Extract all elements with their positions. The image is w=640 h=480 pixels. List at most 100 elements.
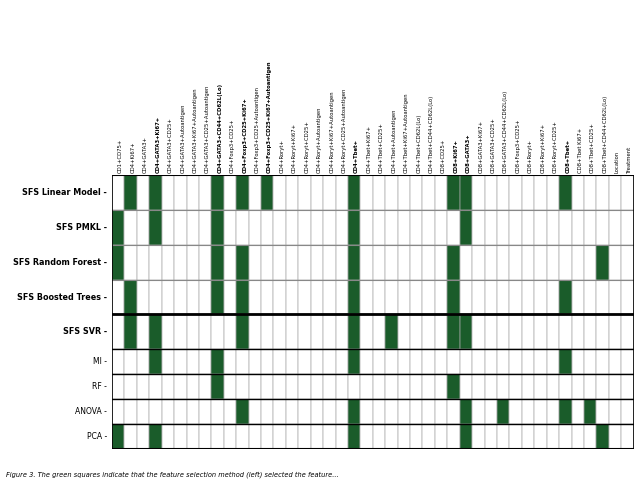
Bar	[286, 399, 298, 424]
Bar	[236, 210, 248, 245]
Bar	[211, 175, 224, 210]
Text: CD4+Roryt+CD25+: CD4+Roryt+CD25+	[305, 120, 310, 173]
Bar	[572, 349, 584, 374]
Bar	[211, 314, 224, 349]
Bar	[149, 245, 162, 280]
Bar	[174, 399, 186, 424]
Bar	[174, 210, 186, 245]
Bar	[211, 374, 224, 399]
Bar	[447, 424, 460, 449]
Bar	[323, 374, 335, 399]
Bar	[335, 210, 348, 245]
Bar	[422, 424, 435, 449]
Text: CD4+Foxp3+CD25+Autoantigen: CD4+Foxp3+CD25+Autoantigen	[255, 86, 260, 173]
Bar	[547, 314, 559, 349]
Bar	[137, 349, 149, 374]
Bar	[584, 314, 596, 349]
Bar	[323, 399, 335, 424]
Bar	[286, 210, 298, 245]
Bar	[460, 374, 472, 399]
Bar	[323, 424, 335, 449]
Bar	[522, 424, 534, 449]
Bar	[410, 314, 422, 349]
Text: CD4+Roryt+CD25+Autoantigen: CD4+Roryt+CD25+Autoantigen	[342, 88, 347, 173]
Bar	[472, 424, 484, 449]
Text: ANOVA -: ANOVA -	[75, 407, 107, 416]
Bar	[460, 424, 472, 449]
Bar	[360, 399, 372, 424]
Bar	[609, 245, 621, 280]
Bar	[248, 374, 261, 399]
Bar	[149, 210, 162, 245]
Bar	[559, 280, 572, 314]
Bar	[174, 245, 186, 280]
Bar	[410, 399, 422, 424]
Bar	[447, 349, 460, 374]
Bar	[224, 210, 236, 245]
Bar	[522, 245, 534, 280]
Bar	[447, 280, 460, 314]
Text: SFS Boosted Trees -: SFS Boosted Trees -	[17, 293, 107, 301]
Bar	[273, 210, 286, 245]
Bar	[137, 314, 149, 349]
Bar	[112, 245, 124, 280]
Bar	[298, 399, 310, 424]
Bar	[460, 175, 472, 210]
Bar	[261, 399, 273, 424]
Bar	[509, 374, 522, 399]
Text: SFS PMKL -: SFS PMKL -	[56, 223, 107, 232]
Bar	[534, 374, 547, 399]
Bar	[199, 374, 211, 399]
Bar	[149, 280, 162, 314]
Bar	[534, 314, 547, 349]
Bar	[224, 314, 236, 349]
Bar	[522, 210, 534, 245]
Text: CD4+GATA3+Ki67+Autoantigen: CD4+GATA3+Ki67+Autoantigen	[193, 87, 198, 173]
Bar	[310, 374, 323, 399]
Bar	[348, 399, 360, 424]
Text: CD4+Tbet+: CD4+Tbet+	[354, 139, 359, 173]
Bar	[211, 280, 224, 314]
Text: CD8+Tbet+: CD8+Tbet+	[565, 139, 570, 173]
Bar	[310, 175, 323, 210]
Text: CD4+Foxp3+CD25+Ki67+Autoantigen: CD4+Foxp3+CD25+Ki67+Autoantigen	[268, 60, 272, 173]
Bar	[149, 374, 162, 399]
Bar	[410, 374, 422, 399]
Bar	[124, 210, 137, 245]
Bar	[199, 424, 211, 449]
Bar	[397, 175, 410, 210]
Bar	[435, 349, 447, 374]
Bar	[484, 349, 497, 374]
Bar	[348, 210, 360, 245]
Text: CD4+Roryt+Autoantigen: CD4+Roryt+Autoantigen	[317, 107, 322, 173]
Bar	[335, 399, 348, 424]
Bar	[112, 424, 124, 449]
Bar	[534, 245, 547, 280]
Bar	[162, 374, 174, 399]
Bar	[484, 280, 497, 314]
Text: CD4+GATA3+: CD4+GATA3+	[143, 136, 148, 173]
Bar	[149, 399, 162, 424]
Bar	[224, 280, 236, 314]
Bar	[435, 374, 447, 399]
Bar	[584, 424, 596, 449]
Bar	[509, 314, 522, 349]
Bar	[621, 374, 634, 399]
Bar	[112, 374, 124, 399]
Bar	[137, 245, 149, 280]
Bar	[211, 210, 224, 245]
Bar	[248, 314, 261, 349]
Bar	[310, 399, 323, 424]
Bar	[162, 280, 174, 314]
Bar	[335, 349, 348, 374]
Text: CD4+Tbet+Autoantigen: CD4+Tbet+Autoantigen	[392, 108, 396, 173]
Bar	[174, 349, 186, 374]
Bar	[248, 175, 261, 210]
Text: CD4+GATA3+CD44+CD62L(Lo): CD4+GATA3+CD44+CD62L(Lo)	[218, 83, 223, 173]
Text: SFS Random Forest -: SFS Random Forest -	[13, 258, 107, 267]
Bar	[261, 314, 273, 349]
Bar	[174, 424, 186, 449]
Text: Figure 3. The green squares indicate that the feature selection method (left) se: Figure 3. The green squares indicate tha…	[6, 471, 339, 478]
Text: CD4+Tbet+Ki67+Autoantigen: CD4+Tbet+Ki67+Autoantigen	[404, 93, 409, 173]
Bar	[422, 245, 435, 280]
